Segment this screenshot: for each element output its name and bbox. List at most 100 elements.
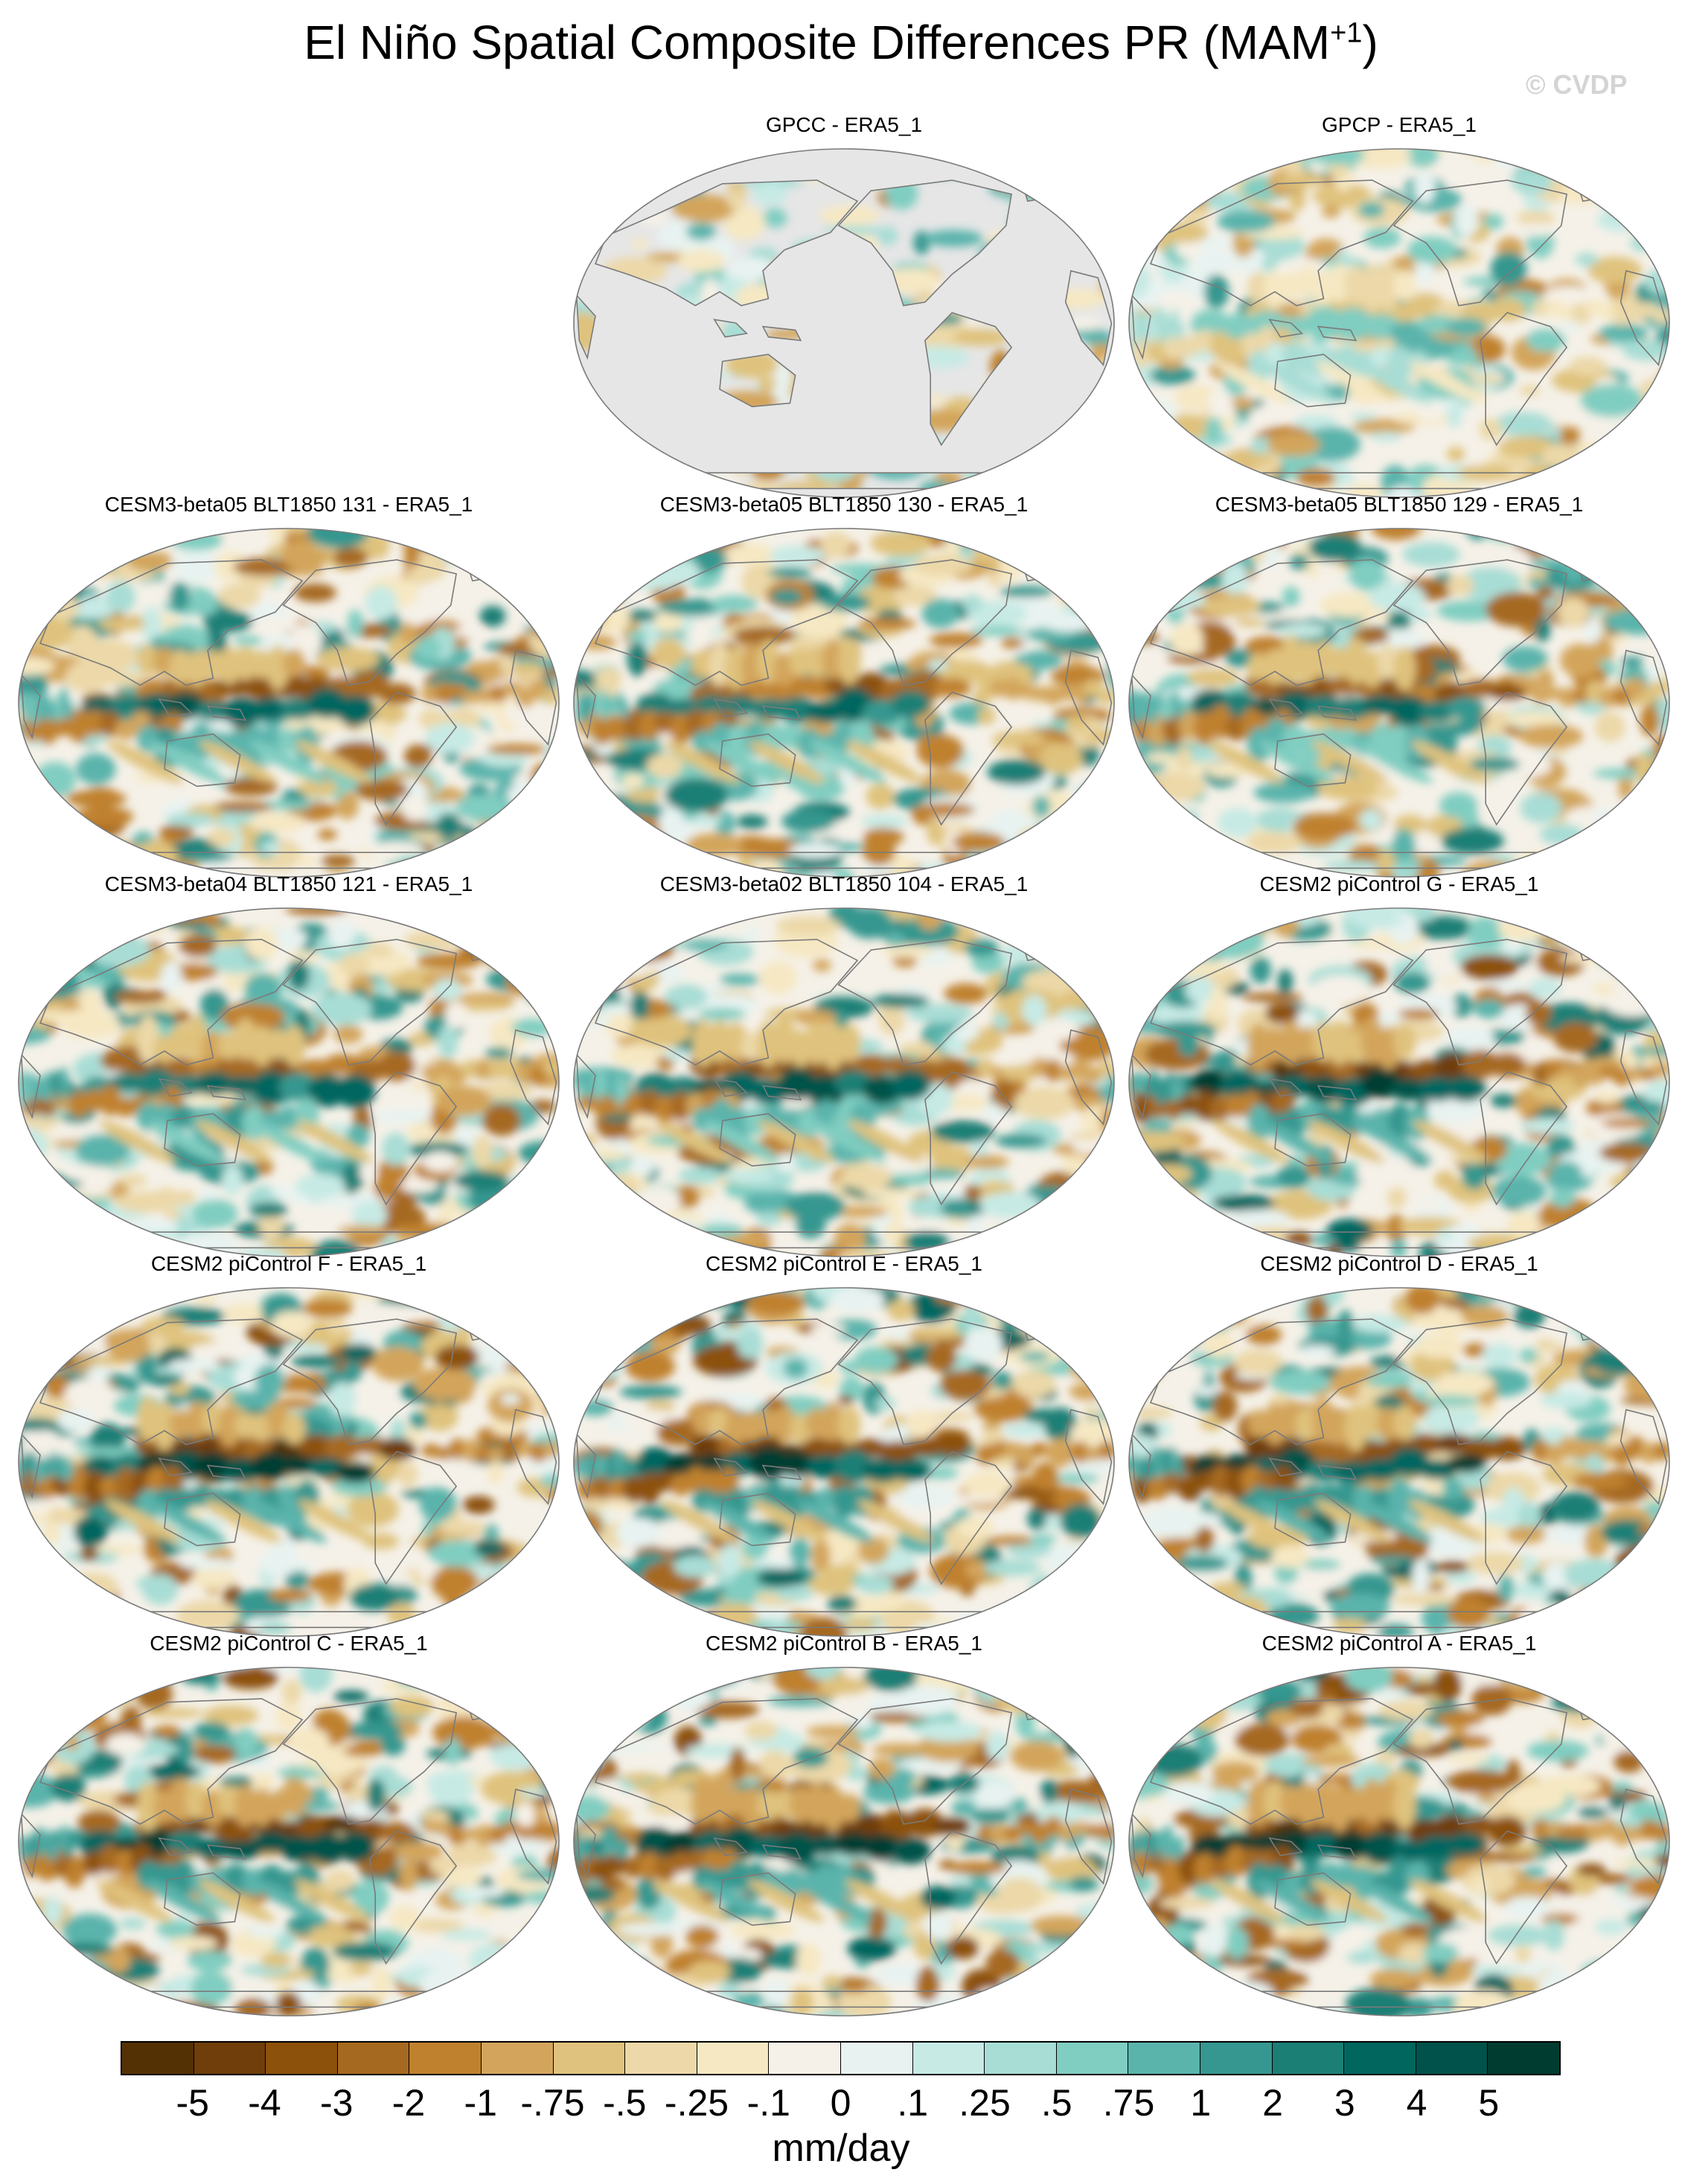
map-panel: GPCP - ERA5_1 (1124, 113, 1675, 500)
world-map (573, 528, 1115, 878)
panel-title: CESM2 piControl E - ERA5_1 (706, 1252, 982, 1275)
colorbar-units: mm/day (772, 2127, 910, 2170)
colorbar-swatch (122, 2043, 194, 2074)
precip-field (19, 529, 559, 877)
precip-field (1129, 529, 1669, 877)
colorbar-swatch (409, 2043, 482, 2074)
colorbar-swatch (1056, 2043, 1129, 2074)
colorbar-swatch (1272, 2043, 1345, 2074)
map-panel: CESM3-beta04 BLT1850 121 - ERA5_1 (13, 872, 564, 1259)
world-map (1128, 907, 1670, 1257)
colorbar-tick-label: .25 (959, 2082, 1011, 2124)
precip-field (19, 908, 559, 1257)
panel-title: CESM3-beta02 BLT1850 104 - ERA5_1 (659, 872, 1029, 895)
world-map (573, 148, 1115, 498)
map-panel: GPCC - ERA5_1 (569, 113, 1119, 500)
colorbar-tick-label: 5 (1478, 2082, 1500, 2124)
world-map (1128, 148, 1670, 498)
colorbar-swatch (912, 2043, 985, 2074)
colorbar-tick-label: -.75 (520, 2082, 585, 2124)
map-border (573, 528, 1115, 878)
panel-title: CESM2 piControl B - ERA5_1 (706, 1632, 982, 1655)
map-panel: CESM2 piControl B - ERA5_1 (569, 1632, 1119, 2019)
colorbar-tick-label: -5 (176, 2082, 209, 2124)
colorbar-swatch (266, 2043, 338, 2074)
colorbar-swatch (337, 2043, 410, 2074)
map-border (1128, 1287, 1670, 1637)
map-panel: CESM2 piControl F - ERA5_1 (13, 1252, 564, 1639)
world-map (18, 528, 560, 878)
panel-title: CESM3-beta04 BLT1850 121 - ERA5_1 (104, 872, 473, 895)
map-border (18, 907, 560, 1257)
watermark: © CVDP (1526, 69, 1628, 100)
panel-title: CESM3-beta05 BLT1850 131 - ERA5_1 (104, 493, 473, 516)
figure-title: El Niño Spatial Composite Differences PR… (304, 16, 1378, 69)
map-panel: CESM2 piControl D - ERA5_1 (1124, 1252, 1675, 1639)
precip-field (574, 1667, 1114, 2016)
world-map (573, 1667, 1115, 2017)
colorbar-swatch (481, 2043, 554, 2074)
precip-field (574, 149, 1114, 497)
precip-field (574, 908, 1114, 1257)
colorbar-tick-label: -1 (464, 2082, 497, 2124)
map-panel: CESM2 piControl C - ERA5_1 (13, 1632, 564, 2019)
world-map (1128, 1667, 1670, 2017)
colorbar-tick-label: 0 (830, 2082, 851, 2124)
map-panel: CESM3-beta02 BLT1850 104 - ERA5_1 (569, 872, 1119, 1259)
colorbar-swatch (194, 2043, 266, 2074)
panel-title: GPCP - ERA5_1 (1321, 113, 1477, 136)
colorbar-swatch (769, 2043, 841, 2074)
world-map (18, 1667, 560, 2017)
map-border (18, 1667, 560, 2017)
world-map (573, 907, 1115, 1257)
panel-title: CESM2 piControl D - ERA5_1 (1260, 1252, 1538, 1275)
panel-title: CESM2 piControl G - ERA5_1 (1259, 872, 1539, 895)
panel-title: CESM2 piControl F - ERA5_1 (150, 1252, 427, 1275)
precip-field (1129, 908, 1669, 1257)
map-border (573, 1287, 1115, 1637)
colorbar-tick-label: -3 (320, 2082, 354, 2124)
world-map (18, 907, 560, 1257)
map-border (18, 528, 560, 878)
map-panel: CESM3-beta05 BLT1850 129 - ERA5_1 (1124, 493, 1675, 880)
colorbar-tick-label: -.25 (664, 2082, 729, 2124)
colorbar-swatch (625, 2043, 697, 2074)
map-panel: CESM2 piControl A - ERA5_1 (1124, 1632, 1675, 2019)
colorbar (121, 2041, 1561, 2075)
colorbar-swatches (121, 2041, 1561, 2075)
map-border (573, 148, 1115, 498)
colorbar-tick-label: 3 (1334, 2082, 1355, 2124)
world-map (18, 1287, 560, 1637)
map-border (1128, 528, 1670, 878)
colorbar-swatch (1416, 2043, 1488, 2074)
map-border (18, 1287, 560, 1637)
colorbar-swatch (1128, 2043, 1200, 2074)
precip-field (1129, 1667, 1669, 2016)
panel-title: CESM3-beta05 BLT1850 129 - ERA5_1 (1215, 493, 1584, 516)
colorbar-tick-label: 4 (1406, 2082, 1427, 2124)
panel-title: CESM3-beta05 BLT1850 130 - ERA5_1 (659, 493, 1029, 516)
precip-field (19, 1667, 559, 2016)
colorbar-swatch (1488, 2043, 1559, 2074)
map-border (573, 1667, 1115, 2017)
map-border (573, 907, 1115, 1257)
world-map (573, 1287, 1115, 1637)
map-panel: CESM2 piControl G - ERA5_1 (1124, 872, 1675, 1259)
panel-title: GPCC - ERA5_1 (765, 113, 923, 136)
map-panel: CESM3-beta05 BLT1850 131 - ERA5_1 (13, 493, 564, 880)
precip-field (574, 529, 1114, 877)
panel-title: CESM2 piControl C - ERA5_1 (150, 1632, 428, 1655)
colorbar-tick-label: -.1 (746, 2082, 790, 2124)
world-map (1128, 528, 1670, 878)
map-panel: CESM2 piControl E - ERA5_1 (569, 1252, 1119, 1639)
colorbar-tick-label: 2 (1262, 2082, 1283, 2124)
colorbar-tick-label: .75 (1102, 2082, 1155, 2124)
colorbar-tick-label: -4 (248, 2082, 281, 2124)
map-border (1128, 1667, 1670, 2017)
colorbar-tick-label: -2 (391, 2082, 426, 2124)
colorbar-tick-label: .1 (897, 2082, 929, 2124)
colorbar-swatch (697, 2043, 770, 2074)
colorbar-swatch (985, 2043, 1057, 2074)
colorbar-swatch (840, 2043, 913, 2074)
precip-field (19, 1288, 559, 1636)
